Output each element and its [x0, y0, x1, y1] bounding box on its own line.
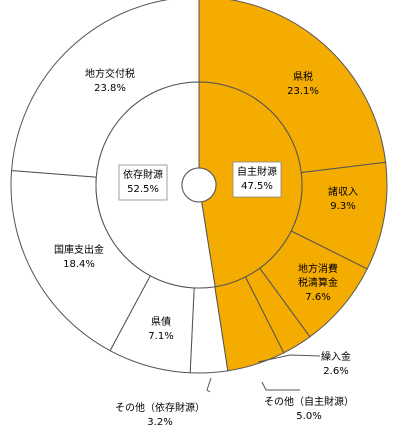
outer-label-0: 県税 23.1% [287, 70, 319, 97]
outer-label-4: その他（自主財源） 5.0% [264, 395, 354, 422]
outer-label-6: 県債 7.1% [148, 315, 173, 342]
inner-label-box-0 [232, 161, 282, 198]
outer-label-5: その他（依存財源） 3.2% [115, 401, 205, 428]
leader-line-0 [257, 354, 321, 363]
inner-label-0: 自主財源 47.5% [237, 165, 277, 192]
leader-line-2 [206, 377, 212, 393]
outer-label-8: 地方交付税 23.8% [85, 67, 135, 94]
outer-label-3: 繰入金 2.6% [321, 350, 351, 377]
inner-label-1: 依存財源 52.5% [123, 168, 163, 195]
outer-label-7: 国庫支出金 18.4% [54, 243, 104, 270]
leader-lines [206, 354, 321, 393]
leader-line-1 [261, 381, 300, 391]
inner-label-box-1 [118, 164, 168, 201]
outer-ring [10, 0, 388, 374]
outer-label-1: 諸収入 9.3% [328, 185, 358, 212]
center-hole [181, 167, 217, 203]
slice-labels: 自主財源 47.5% 依存財源 52.5% 県税 23.1% 諸収入 9.3% 地方消費税清算金… [54, 67, 358, 428]
outer-label-2: 地方消費税清算金 7.6% [298, 262, 338, 303]
